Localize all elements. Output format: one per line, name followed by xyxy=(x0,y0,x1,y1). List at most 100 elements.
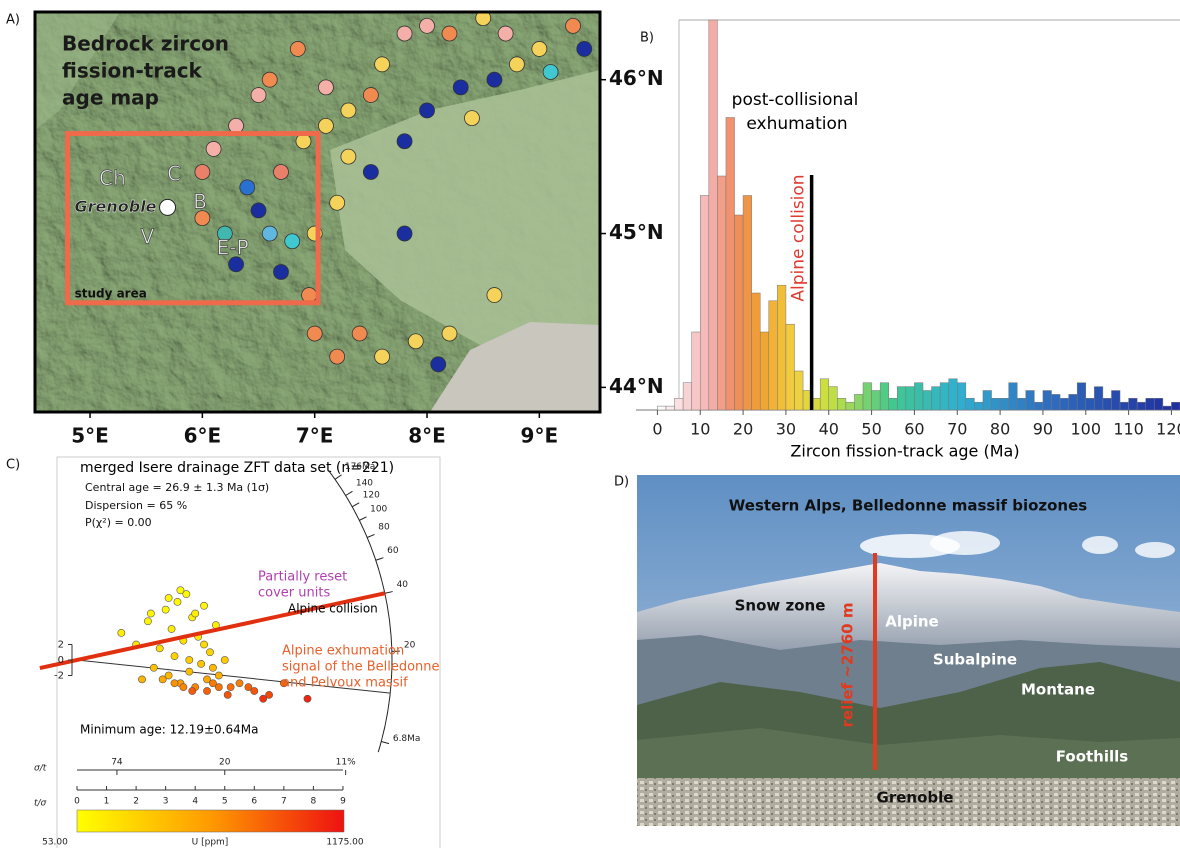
x-tick-label: 1 xyxy=(104,797,110,807)
age-tick-label: 100 xyxy=(370,505,387,515)
grain-point xyxy=(215,684,222,691)
bar xyxy=(872,391,881,411)
sample-point xyxy=(420,103,435,118)
bar xyxy=(940,383,949,410)
x-tick-label: 110 xyxy=(1113,420,1144,439)
zone-label: Subalpine xyxy=(933,651,1017,669)
x-tick-label: 7 xyxy=(281,797,287,807)
bar xyxy=(794,371,803,410)
sample-point xyxy=(206,141,221,156)
grain-point xyxy=(171,680,178,687)
grain-point xyxy=(209,664,216,671)
bar xyxy=(923,391,932,411)
grain-point xyxy=(245,684,252,691)
bar xyxy=(1051,394,1060,410)
sample-point xyxy=(397,134,412,149)
colorbar-tick-label: 53.00 xyxy=(42,838,68,848)
city-label: Grenoble xyxy=(74,197,156,216)
age-tick xyxy=(381,742,389,744)
sample-point xyxy=(318,118,333,133)
relief-label: relief ~2760 m xyxy=(839,603,857,728)
age-tick xyxy=(359,517,366,521)
bar xyxy=(777,285,786,410)
x-tick-label: 0 xyxy=(74,797,80,807)
bar xyxy=(683,383,692,410)
axis-title: t/σ xyxy=(34,799,47,809)
bar xyxy=(820,379,829,410)
bar xyxy=(829,387,838,410)
bar xyxy=(932,387,941,410)
sample-point xyxy=(240,180,255,195)
sample-point xyxy=(330,349,345,364)
lon-tick-label: 6°E xyxy=(184,424,222,448)
sample-point xyxy=(307,326,322,341)
x-tick-label: 30 xyxy=(776,420,796,439)
place-label: Ch xyxy=(99,166,126,190)
lon-tick-label: 7°E xyxy=(296,424,334,448)
bar xyxy=(735,215,744,410)
sample-point xyxy=(464,111,479,126)
city-label: Grenoble xyxy=(877,789,954,807)
bar xyxy=(1129,398,1138,410)
x-tick-label: 4 xyxy=(192,797,198,807)
bar xyxy=(1043,391,1052,411)
bar xyxy=(726,118,735,411)
bar xyxy=(1000,398,1009,410)
bar xyxy=(1137,402,1146,410)
lat-tick-label: 45°N xyxy=(609,220,664,244)
x-tick-label: 6 xyxy=(251,797,257,807)
bar xyxy=(966,398,975,410)
sample-point xyxy=(273,265,288,280)
annotation: Minimum age: 12.19±0.64Ma xyxy=(80,723,258,737)
annotation: Alpine exhumation xyxy=(282,644,404,659)
sample-point xyxy=(341,149,356,164)
sample-point xyxy=(262,72,277,87)
sample-point xyxy=(431,357,446,372)
sample-point xyxy=(442,26,457,41)
x-tick-label: 3 xyxy=(163,797,169,807)
age-tick-label: 20 xyxy=(404,640,416,650)
bar xyxy=(692,332,701,410)
y-tick-label: 0 xyxy=(58,655,64,666)
bar xyxy=(949,379,958,410)
bar xyxy=(889,398,898,410)
bar xyxy=(880,383,889,410)
sample-point xyxy=(509,57,524,72)
bar xyxy=(1009,383,1018,410)
stat: P(χ²) = 0.00 xyxy=(85,516,152,529)
bar xyxy=(914,383,923,410)
bar xyxy=(974,402,983,410)
x-tick-label: 8 xyxy=(311,797,317,807)
sample-point xyxy=(290,41,305,56)
bar xyxy=(1034,402,1043,410)
bar xyxy=(709,20,718,410)
grain-point xyxy=(260,695,267,702)
bar xyxy=(657,406,666,410)
bar xyxy=(1026,391,1035,411)
grain-point xyxy=(200,641,207,648)
age-tick xyxy=(376,558,384,561)
grain-point xyxy=(198,660,205,667)
age-tick xyxy=(367,534,374,537)
grain-point xyxy=(304,695,311,702)
grain-point xyxy=(168,625,175,632)
grain-point xyxy=(224,691,231,698)
age-tick xyxy=(352,503,359,507)
sample-point xyxy=(532,41,547,56)
bar xyxy=(863,383,872,410)
grain-point xyxy=(206,649,213,656)
sample-point xyxy=(195,165,210,180)
grain-point xyxy=(189,687,196,694)
sample-point xyxy=(397,26,412,41)
x-tick-label: 10 xyxy=(690,420,710,439)
y-tick-label: 2 xyxy=(58,640,64,651)
bar xyxy=(717,176,726,410)
bar xyxy=(1146,398,1155,410)
annotation: cover units xyxy=(258,586,330,601)
age-tick-label: 40 xyxy=(397,580,409,590)
map-title: Bedrock zircon xyxy=(62,32,229,56)
bar xyxy=(1077,383,1086,410)
precision-tick-label: 11% xyxy=(336,758,356,768)
sample-point xyxy=(251,88,266,103)
grain-point xyxy=(200,602,207,609)
